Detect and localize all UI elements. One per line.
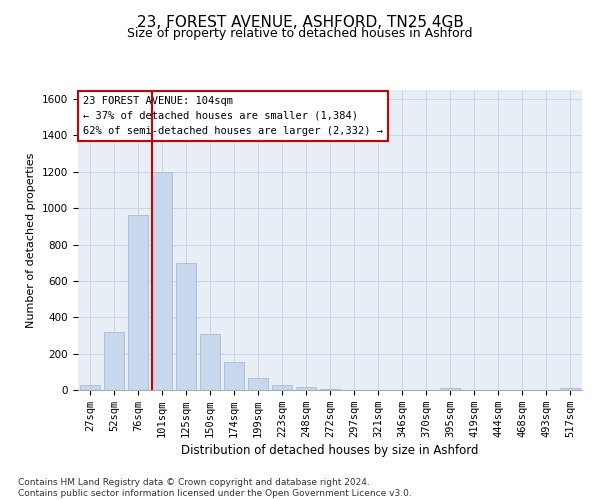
Bar [224, 362, 244, 390]
Text: Size of property relative to detached houses in Ashford: Size of property relative to detached ho… [127, 28, 473, 40]
Bar [128, 216, 148, 390]
Bar [248, 378, 268, 390]
Bar [440, 388, 460, 390]
Bar [104, 332, 124, 390]
Text: 23 FOREST AVENUE: 104sqm
← 37% of detached houses are smaller (1,384)
62% of sem: 23 FOREST AVENUE: 104sqm ← 37% of detach… [83, 96, 383, 136]
Bar [80, 384, 100, 390]
Text: Contains HM Land Registry data © Crown copyright and database right 2024.
Contai: Contains HM Land Registry data © Crown c… [18, 478, 412, 498]
Bar [296, 388, 316, 390]
Bar [272, 385, 292, 390]
Bar [176, 262, 196, 390]
Bar [200, 334, 220, 390]
Bar [320, 389, 340, 390]
Bar [152, 172, 172, 390]
Bar [560, 388, 580, 390]
X-axis label: Distribution of detached houses by size in Ashford: Distribution of detached houses by size … [181, 444, 479, 457]
Text: 23, FOREST AVENUE, ASHFORD, TN25 4GB: 23, FOREST AVENUE, ASHFORD, TN25 4GB [137, 15, 463, 30]
Y-axis label: Number of detached properties: Number of detached properties [26, 152, 37, 328]
